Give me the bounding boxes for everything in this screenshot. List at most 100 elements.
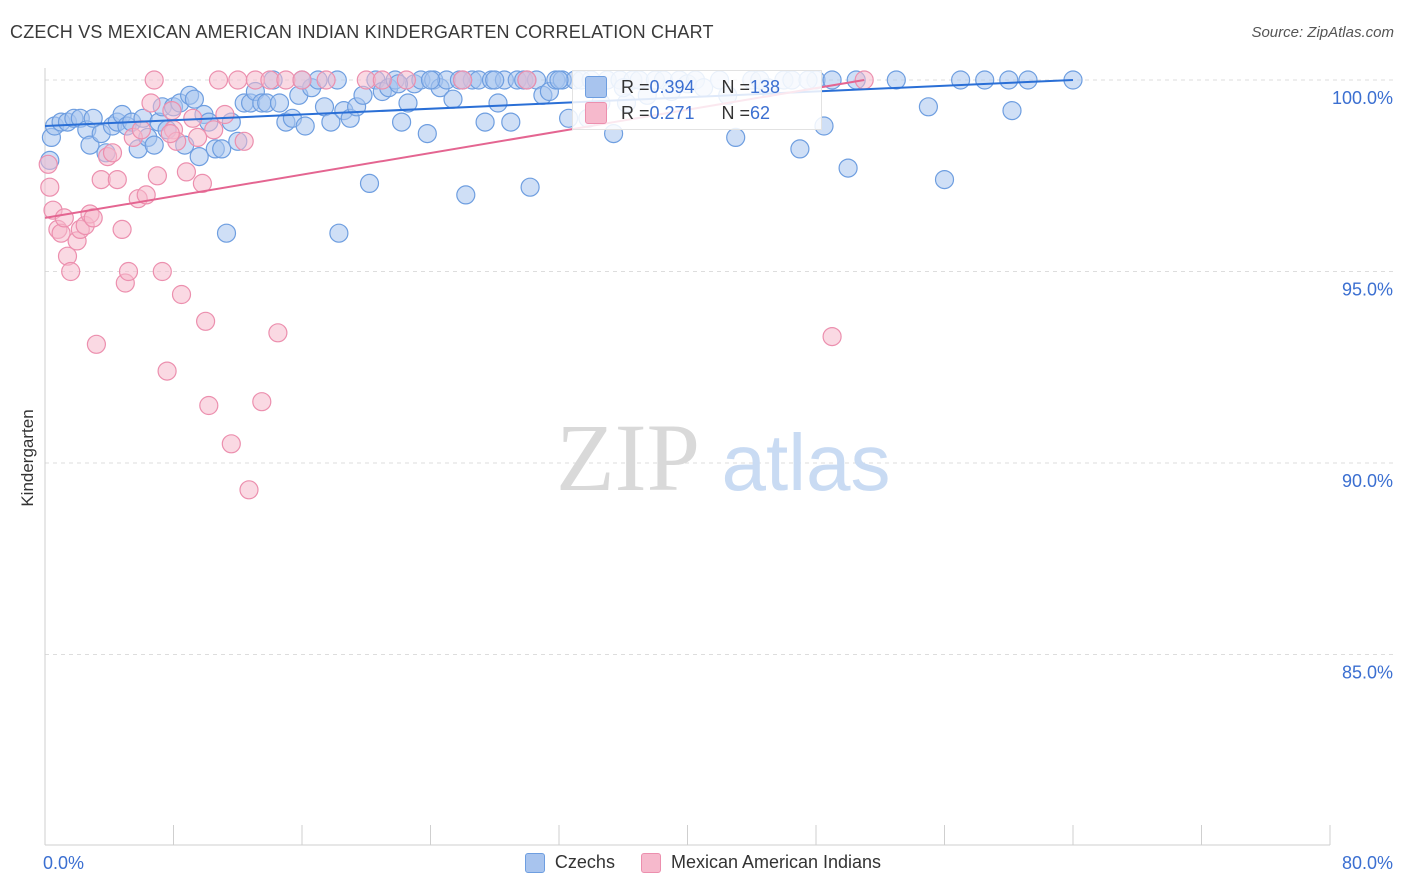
mex-point bbox=[268, 323, 288, 343]
mex-point bbox=[91, 170, 111, 190]
czechs-point bbox=[488, 93, 508, 113]
axes bbox=[44, 68, 1331, 846]
mex-point bbox=[228, 70, 248, 90]
czechs-point bbox=[329, 223, 349, 243]
czechs-point bbox=[420, 70, 441, 90]
czechs-point bbox=[934, 170, 955, 190]
mex-n-label: N = bbox=[721, 102, 751, 123]
czechs-point bbox=[398, 93, 418, 113]
czechs-point bbox=[999, 70, 1019, 90]
czechs-r-label: R = bbox=[621, 76, 650, 97]
mex-r-value: 0.271 bbox=[649, 102, 695, 123]
mex-legend-swatch bbox=[640, 852, 661, 873]
mex-point bbox=[144, 70, 164, 90]
czechs-point bbox=[456, 185, 476, 205]
mex-point bbox=[118, 261, 139, 282]
series-czechs bbox=[40, 70, 1083, 243]
czechs-point bbox=[184, 89, 204, 109]
mex-point bbox=[356, 70, 376, 90]
legend-item-mex[interactable]: Mexican American Indians bbox=[640, 852, 882, 873]
czechs-point bbox=[485, 70, 505, 90]
czechs-point bbox=[1002, 100, 1022, 121]
mex-point bbox=[215, 104, 235, 125]
source-label: Source: ZipAtlas.com bbox=[1251, 24, 1394, 41]
mex-point bbox=[316, 70, 336, 90]
czechs-point bbox=[392, 112, 412, 132]
czechs-trend-line bbox=[44, 79, 1074, 127]
czechs-n-label: N = bbox=[721, 76, 751, 97]
mex-point bbox=[112, 219, 132, 239]
x-tick-label: 0.0% bbox=[43, 853, 84, 873]
mex-point bbox=[54, 208, 74, 228]
y-tick-label: 90.0% bbox=[1342, 471, 1393, 491]
mex-point bbox=[131, 120, 151, 140]
czechs-point bbox=[295, 116, 315, 136]
watermark: ZIP atlas bbox=[556, 404, 890, 511]
mex-point bbox=[854, 70, 874, 90]
mex-point bbox=[141, 93, 161, 113]
mex-legend-label: Mexican American Indians bbox=[670, 852, 882, 872]
mex-point bbox=[292, 70, 312, 90]
czechs-point bbox=[189, 147, 209, 167]
czechs-point bbox=[475, 112, 495, 132]
mex-point bbox=[152, 261, 172, 282]
mex-point bbox=[453, 70, 473, 90]
mex-point bbox=[208, 70, 229, 90]
czechs-point bbox=[520, 177, 540, 197]
mex-swatch bbox=[585, 102, 607, 124]
bottom-legend: Czechs Mexican American Indians bbox=[0, 852, 1406, 873]
mex-point bbox=[188, 127, 208, 147]
mex-point bbox=[822, 327, 842, 347]
legend-item-czechs[interactable]: Czechs bbox=[524, 852, 615, 873]
y-tick-label: 95.0% bbox=[1342, 280, 1393, 300]
czechs-point bbox=[549, 70, 569, 90]
czechs-legend-label: Czechs bbox=[554, 852, 615, 872]
stats-row-czechs: R = 0.394 N = 138 bbox=[585, 76, 780, 98]
czechs-point bbox=[359, 173, 380, 193]
y-tick-label: 85.0% bbox=[1342, 663, 1393, 683]
czechs-point bbox=[216, 223, 237, 243]
y-tick-label: 100.0% bbox=[1332, 88, 1393, 108]
czechs-point bbox=[212, 139, 232, 159]
czechs-r-value: 0.394 bbox=[649, 76, 695, 97]
mex-point bbox=[86, 334, 107, 354]
czechs-legend-swatch bbox=[524, 852, 545, 873]
mex-point bbox=[38, 154, 58, 174]
czechs-point bbox=[886, 70, 906, 90]
czechs-swatch bbox=[585, 76, 607, 98]
mex-point bbox=[157, 361, 177, 381]
mex-point bbox=[61, 261, 81, 282]
gridlines bbox=[45, 79, 1395, 655]
mex-point bbox=[199, 395, 219, 416]
czechs-point bbox=[80, 135, 100, 155]
mex-r-label: R = bbox=[621, 102, 650, 123]
czechs-n-value: 138 bbox=[750, 76, 781, 97]
mex-point bbox=[204, 120, 224, 140]
tick-labels: 85.0% 90.0% 95.0% 100.0% 0.0% 80.0% bbox=[43, 88, 1393, 873]
mex-point bbox=[196, 311, 216, 331]
mex-point bbox=[176, 162, 196, 182]
czechs-point bbox=[790, 139, 810, 159]
mex-point bbox=[276, 70, 296, 90]
czechs-point bbox=[417, 124, 437, 144]
mex-point bbox=[260, 70, 280, 90]
czechs-point bbox=[838, 158, 858, 178]
mex-point bbox=[252, 392, 272, 412]
czechs-point bbox=[501, 112, 521, 132]
mex-point bbox=[372, 70, 392, 90]
stats-legend: R = 0.394 N = 138 R = 0.271 N = 62 bbox=[572, 70, 822, 130]
czechs-point bbox=[1018, 70, 1038, 90]
mex-point bbox=[517, 70, 537, 90]
mex-point bbox=[102, 143, 123, 163]
watermark-atlas: atlas bbox=[722, 418, 891, 507]
mex-point bbox=[171, 284, 192, 305]
mex-point bbox=[239, 480, 259, 500]
mex-point bbox=[147, 166, 167, 186]
mex-point bbox=[40, 177, 60, 197]
mex-point bbox=[160, 124, 180, 144]
czechs-point bbox=[269, 93, 290, 113]
czechs-point bbox=[443, 89, 463, 109]
mex-point bbox=[234, 131, 254, 151]
mex-point bbox=[162, 100, 182, 121]
